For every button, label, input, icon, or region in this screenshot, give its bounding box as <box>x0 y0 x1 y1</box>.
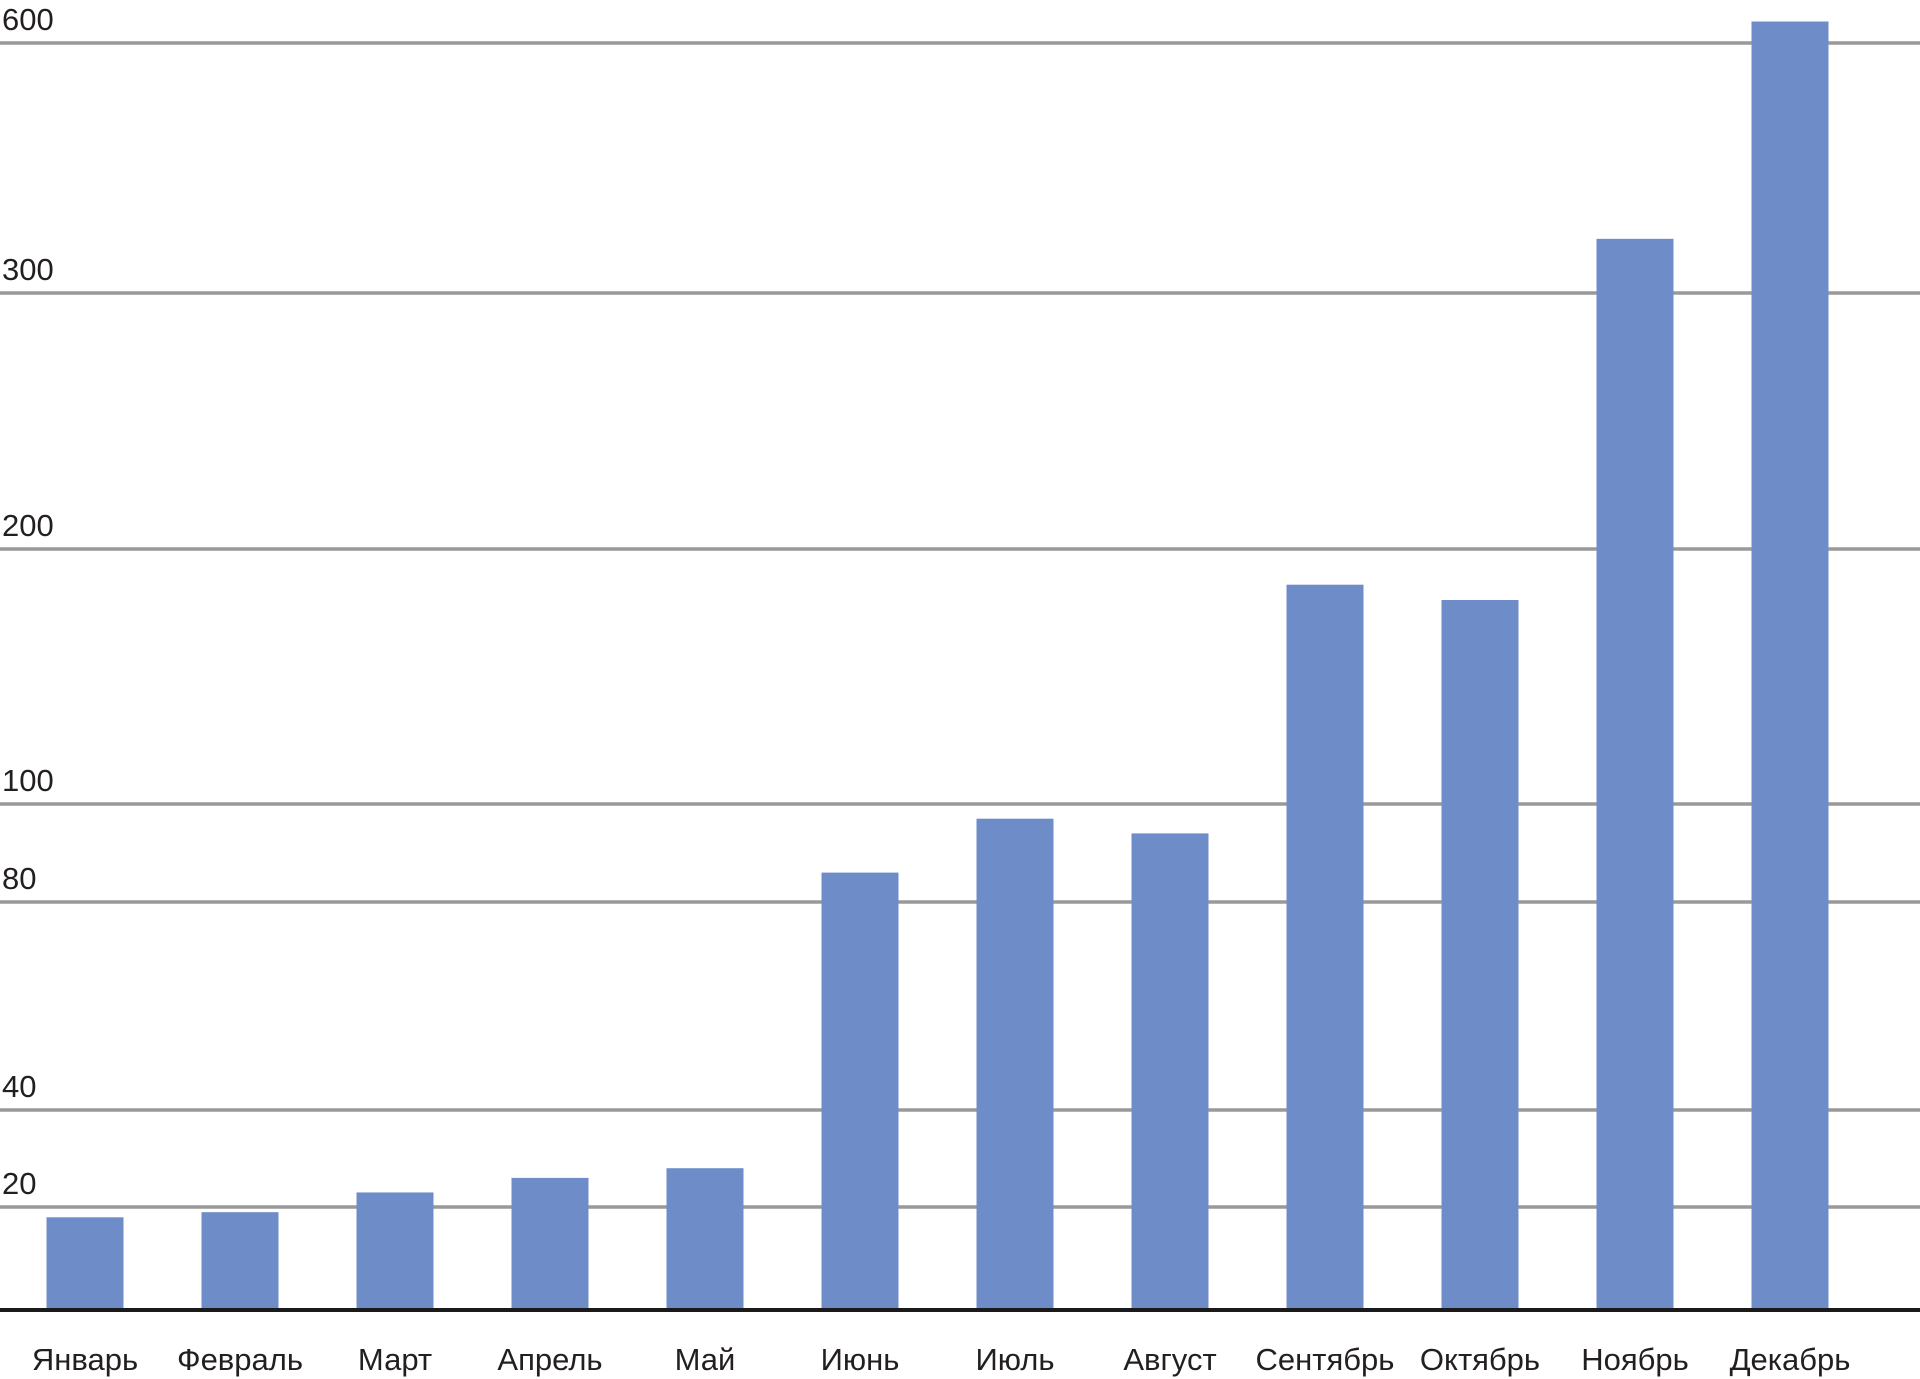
bar-6 <box>821 872 899 1310</box>
bar-2 <box>201 1212 279 1310</box>
x-category-label-3: Март <box>358 1342 432 1377</box>
x-category-label-2: Февраль <box>177 1342 303 1377</box>
bar-8 <box>1131 833 1209 1310</box>
y-tick-label-100: 100 <box>2 763 54 798</box>
bar-10 <box>1441 600 1519 1310</box>
bars <box>46 21 1829 1310</box>
bar-12 <box>1751 21 1829 1310</box>
bar-1 <box>46 1217 124 1310</box>
x-category-label-8: Август <box>1123 1342 1216 1377</box>
y-tick-label-80: 80 <box>2 861 36 896</box>
x-category-label-10: Октябрь <box>1420 1342 1540 1377</box>
gridlines <box>0 41 1920 1209</box>
x-category-label-4: Апрель <box>497 1342 602 1377</box>
y-tick-label-200: 200 <box>2 508 54 543</box>
x-category-label-11: Ноябрь <box>1581 1342 1689 1377</box>
bar-3 <box>356 1192 434 1310</box>
x-category-labels: Январь Февраль Март Апрель Май Июнь Июль Август… <box>32 1342 1851 1377</box>
bar-9 <box>1286 584 1364 1310</box>
x-category-label-9: Сентябрь <box>1256 1342 1395 1377</box>
x-category-label-6: Июнь <box>821 1342 900 1377</box>
bar-5 <box>666 1168 744 1310</box>
x-category-label-1: Январь <box>32 1342 138 1377</box>
bar-7 <box>976 818 1054 1310</box>
y-tick-label-20: 20 <box>2 1166 36 1201</box>
x-category-label-12: Декабрь <box>1730 1342 1851 1377</box>
bar-4 <box>511 1177 589 1310</box>
y-tick-label-40: 40 <box>2 1069 36 1104</box>
x-category-label-5: Май <box>675 1342 736 1377</box>
y-tick-labels: 20 40 80 100 200 300 600 <box>2 2 54 1201</box>
y-tick-label-600: 600 <box>2 2 54 37</box>
y-tick-label-300: 300 <box>2 252 54 287</box>
x-category-label-7: Июль <box>975 1342 1054 1377</box>
bar-11 <box>1596 238 1674 1310</box>
